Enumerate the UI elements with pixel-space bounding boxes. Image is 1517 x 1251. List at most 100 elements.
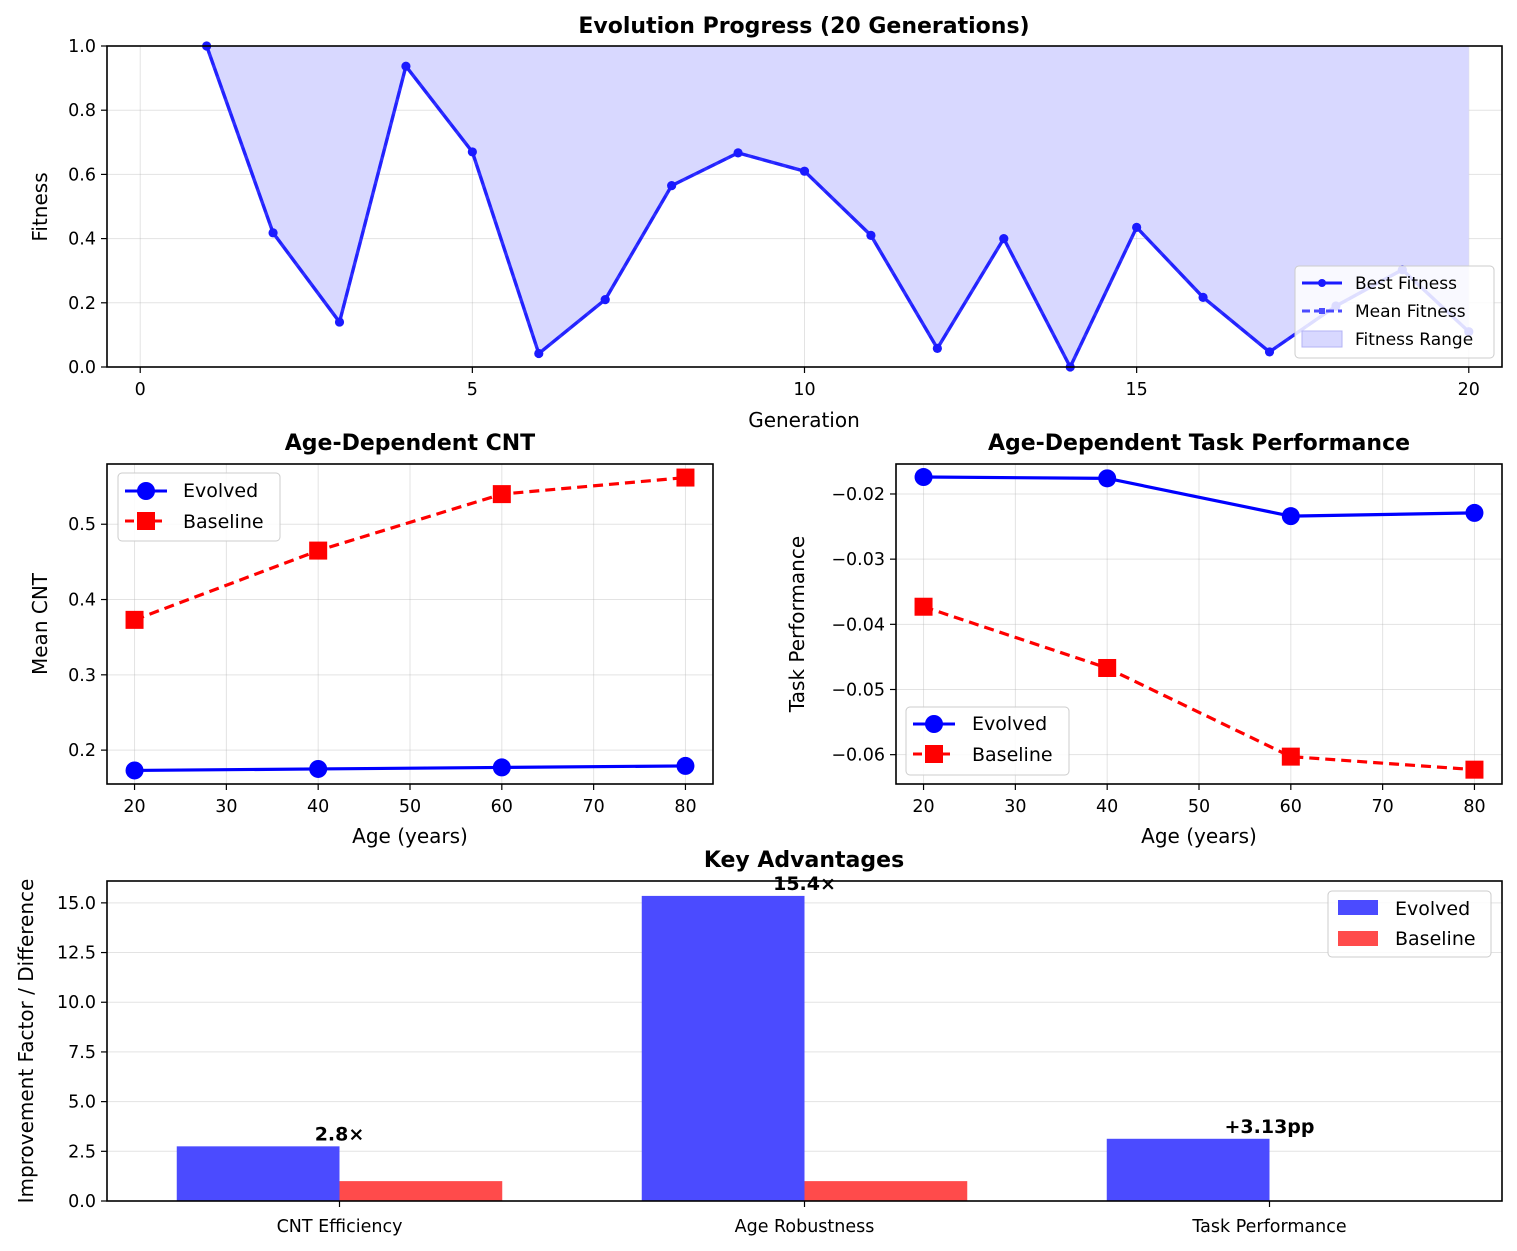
evolved-point	[309, 759, 328, 778]
x-tick-label: 80	[674, 797, 696, 817]
best-fitness-point	[733, 148, 743, 158]
bar-annotation: 2.8×	[315, 1123, 365, 1145]
legend-baseline-label: Baseline	[183, 511, 264, 533]
best-fitness-point	[667, 181, 677, 191]
x-tick-label: 30	[1004, 797, 1026, 817]
baseline-line	[923, 605, 1475, 772]
baseline-point	[125, 610, 144, 629]
legend-baseline-label: Baseline	[1395, 928, 1476, 950]
evolved-point	[1098, 469, 1117, 488]
best-fitness-point	[600, 294, 610, 305]
cnt-plot-frame	[106, 463, 714, 785]
legend-evolved-marker	[137, 482, 155, 500]
legend-fitness-range-patch	[1301, 330, 1343, 348]
y-tick-label: −0.02	[831, 485, 885, 505]
category-label: Task Performance	[1191, 1217, 1346, 1237]
y-tick-label: 0.2	[68, 294, 96, 314]
y-tick-label: 12.5	[57, 944, 96, 964]
best-fitness-point	[1198, 292, 1208, 302]
advantages-chart-title: Key Advantages	[704, 848, 904, 873]
best-fitness-point	[932, 343, 942, 353]
evolved-line	[134, 764, 686, 773]
baseline-point	[914, 597, 933, 616]
evolution-x-axis-label: Generation	[748, 408, 860, 432]
y-tick-label: 0.0	[68, 1192, 96, 1212]
evolved-bar	[176, 1146, 340, 1201]
x-tick-label: 50	[399, 797, 421, 817]
y-tick-label: 0.5	[68, 515, 96, 535]
legend-baseline-marker	[137, 512, 155, 530]
advantages-y-axis-label: Improvement Factor / Difference	[14, 879, 38, 1204]
age-task-performance-chart: Age-Dependent Task Performance 20 30 40 50 6…	[785, 431, 1503, 848]
fitness-range-area	[206, 46, 1469, 367]
best-fitness-point	[534, 348, 544, 359]
baseline-point	[309, 541, 328, 560]
baseline-point	[1465, 760, 1484, 779]
key-advantages-chart: Key Advantages 2.8× 15.4× +3.13pp 0.0 2.5 5.…	[14, 848, 1503, 1237]
best-fitness-point	[334, 317, 345, 327]
legend-mean-fitness-label: Mean Fitness	[1355, 302, 1466, 322]
x-tick-label: 20	[123, 797, 145, 817]
x-tick-label: 10	[793, 380, 815, 400]
x-tick-label: 30	[215, 797, 237, 817]
y-tick-label: 0.6	[68, 165, 96, 185]
y-tick-label: 7.5	[68, 1043, 96, 1063]
x-tick-label: 80	[1463, 797, 1485, 817]
x-tick-label: 60	[491, 797, 513, 817]
baseline-point	[676, 468, 695, 487]
x-tick-label: 70	[1371, 797, 1393, 817]
legend-evolved-label: Evolved	[972, 713, 1047, 735]
advantages-plot-frame	[106, 880, 1503, 1202]
evolution-y-axis-label: Fitness	[28, 172, 52, 241]
legend-evolved-label: Evolved	[183, 480, 258, 502]
best-fitness-point	[999, 234, 1009, 244]
bar-annotation: 15.4×	[773, 873, 836, 895]
best-fitness-point	[1264, 347, 1275, 357]
evolved-point	[125, 761, 144, 780]
legend-evolved-marker	[925, 715, 943, 733]
best-fitness-point	[401, 61, 411, 71]
baseline-bar	[804, 1181, 968, 1201]
legend-baseline-marker	[925, 745, 943, 763]
legend-baseline-label: Baseline	[972, 744, 1053, 766]
legend-fitness-range-label: Fitness Range	[1355, 330, 1473, 350]
x-tick-label: 0	[135, 380, 146, 400]
legend-evolved-label: Evolved	[1395, 898, 1470, 920]
best-fitness-line	[205, 45, 1470, 369]
baseline-point	[1098, 658, 1117, 677]
x-tick-label: 5	[467, 380, 478, 400]
best-fitness-point	[268, 228, 278, 238]
y-tick-label: 0.3	[68, 666, 96, 686]
bar-annotation: +3.13pp	[1225, 1116, 1315, 1138]
category-label: Age Robustness	[735, 1217, 875, 1237]
task-chart-title: Age-Dependent Task Performance	[988, 431, 1410, 456]
legend-evolved-patch	[1338, 900, 1378, 915]
x-tick-label: 20	[912, 797, 934, 817]
x-tick-label: 40	[307, 797, 329, 817]
x-tick-label: 70	[582, 797, 604, 817]
cnt-y-axis-label: Mean CNT	[28, 572, 52, 675]
legend-best-fitness-marker	[1318, 279, 1326, 287]
evolved-bar	[641, 895, 805, 1201]
evolved-point	[1281, 507, 1300, 526]
y-tick-label: 0.2	[68, 741, 96, 761]
evolution-progress-chart: Evolution Progress (20 Generations) 0 5 10…	[28, 14, 1503, 432]
baseline-bar	[339, 1181, 503, 1201]
evolved-line	[923, 475, 1475, 518]
task-y-axis-label: Task Performance	[785, 536, 809, 713]
cnt-chart-title: Age-Dependent CNT	[285, 431, 535, 456]
evolved-point	[914, 468, 933, 487]
cnt-legend: Evolved Baseline	[117, 472, 281, 542]
x-tick-label: 60	[1280, 797, 1302, 817]
x-tick-label: 40	[1096, 797, 1118, 817]
x-tick-label: 20	[1458, 380, 1480, 400]
baseline-line	[133, 475, 686, 622]
evolved-point	[676, 756, 695, 775]
cnt-x-axis-label: Age (years)	[352, 824, 468, 848]
task-x-axis-label: Age (years)	[1141, 824, 1257, 848]
task-plot-frame	[895, 463, 1503, 785]
legend-baseline-patch	[1338, 931, 1378, 946]
y-tick-label: 2.5	[68, 1142, 96, 1162]
y-tick-label: 5.0	[68, 1093, 96, 1113]
